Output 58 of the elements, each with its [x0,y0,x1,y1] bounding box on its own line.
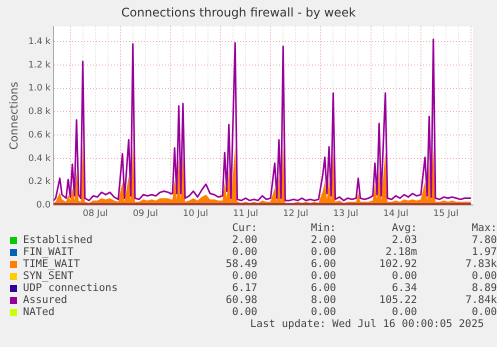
text: 60.98 [224,294,258,306]
text: 0.00 [390,270,418,282]
y-axis-title: Connections [7,82,20,150]
text: 8.00 [310,294,336,306]
text: Avg: [390,222,418,234]
text: 0.00 [310,306,336,318]
text: 0.00 [231,306,258,318]
chart-title: Connections through firewall - by week [121,5,356,20]
y-tick-label: 0.2 k [28,177,52,188]
text: 6.00 [310,282,336,294]
text: 6.34 [390,282,418,294]
x-tick-label: 08 Jul [82,208,108,219]
x-tick-label: 11 Jul [232,208,258,219]
text: 105.22 [378,294,418,306]
text: 7.84k [464,294,497,306]
text: 102.92 [378,258,418,270]
y-tick-label: 0.4 k [28,154,52,164]
text: 2.18m [384,246,418,258]
text: 2.03 [390,234,418,246]
text: Min: [310,222,336,234]
y-tick-label: 1.4 k [28,36,52,47]
text: 0.00 [470,306,497,318]
y-tick-label: 0.8 k [28,107,52,118]
legend-label: SYN_SENT [22,270,75,282]
text: Last update: Wed Jul 16 00:00:05 2025 [249,318,484,330]
text: Max: [470,222,497,234]
text: Cur: [231,222,258,234]
y-tick-label: 1.2 k [28,60,52,70]
x-tick-label: 14 Jul [383,208,408,219]
text: 2.00 [231,234,258,246]
legend-label: NATed [22,306,56,318]
x-tick-label: 10 Jul [182,208,208,219]
y-tick-label: 0.0 [36,200,51,211]
legend-label: Assured [22,294,68,306]
x-tick-label: 12 Jul [283,208,308,219]
text: 0.00 [231,246,258,258]
text: 1.97 [470,246,497,258]
text: 7.83k [464,258,497,270]
x-tick-label: 09 Jul [132,208,158,219]
text: 6.17 [231,282,258,294]
text: 7.80 [470,234,497,246]
text: 0.00 [231,270,258,282]
text: 0.00 [470,270,497,282]
legend-label: TIME_WAIT [22,258,81,270]
legend-label: UDP connections [22,282,119,294]
y-tick-label: 0.6 k [28,130,52,140]
x-tick-label: 15 Jul [433,208,458,219]
text: 58.49 [224,258,258,270]
y-tick-label: 1.0 k [28,84,52,94]
x-tick-label: 13 Jul [333,208,358,219]
text: 0.00 [390,306,418,318]
text: 0.00 [310,246,336,258]
text: 0.00 [310,270,336,282]
text: 2.00 [310,234,336,246]
text: 8.89 [470,282,497,294]
text: 6.00 [310,258,336,270]
legend-label: Established [22,234,94,246]
legend-label: FIN_WAIT [22,246,75,258]
